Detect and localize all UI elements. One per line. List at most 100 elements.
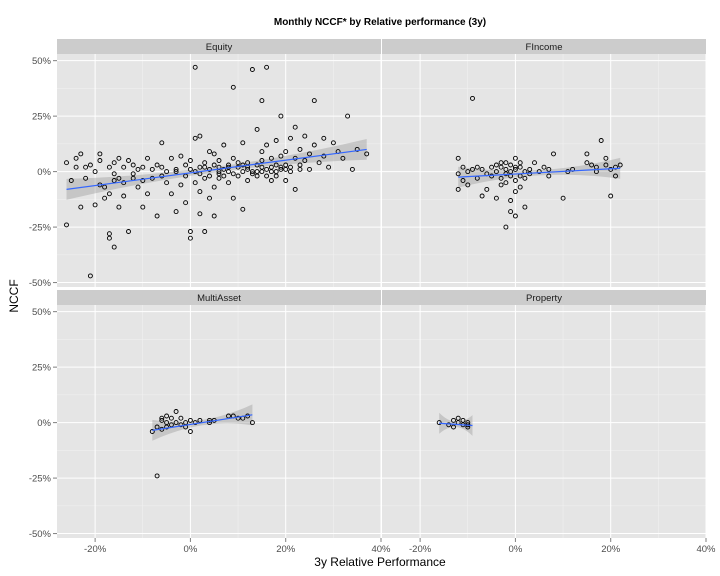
- data-point: [64, 222, 69, 228]
- data-point: [149, 166, 155, 172]
- data-point: [259, 98, 265, 104]
- data-point: [493, 169, 499, 175]
- data-point: [330, 140, 336, 146]
- data-point: [354, 146, 360, 152]
- data-point: [498, 175, 504, 181]
- data-point: [283, 178, 289, 183]
- data-point: [517, 160, 523, 166]
- data-point: [273, 173, 279, 179]
- data-point: [532, 160, 537, 166]
- data-point: [460, 178, 466, 183]
- data-point: [126, 158, 131, 163]
- data-point: [154, 162, 160, 168]
- y-tick-label: -25%: [29, 223, 52, 234]
- facet-strip: [57, 39, 381, 54]
- data-point: [311, 142, 317, 148]
- data-point: [173, 209, 179, 215]
- data-point: [226, 180, 231, 186]
- x-tick-label: 20%: [601, 544, 621, 555]
- data-point: [173, 169, 179, 175]
- data-point: [512, 155, 518, 161]
- data-point: [97, 151, 103, 157]
- data-point: [106, 231, 112, 237]
- data-point: [211, 162, 217, 168]
- data-point: [484, 186, 490, 192]
- data-point: [73, 155, 79, 161]
- data-point: [455, 155, 461, 161]
- panel-contents: [57, 54, 381, 287]
- facet-panel-fincome: FIncome: [382, 39, 706, 287]
- data-point: [235, 160, 241, 166]
- data-point: [154, 473, 160, 479]
- data-point: [264, 142, 270, 148]
- data-point: [584, 160, 590, 166]
- data-point: [249, 171, 255, 177]
- data-point: [264, 64, 270, 70]
- data-point: [211, 151, 217, 157]
- facet-strip-label: Equity: [206, 42, 233, 53]
- data-point: [288, 169, 293, 175]
- data-point: [479, 166, 485, 172]
- data-point: [493, 162, 499, 168]
- data-point: [207, 420, 212, 426]
- data-point: [192, 420, 198, 426]
- y-tick-label: 50%: [32, 307, 52, 318]
- facet-strip-label: FIncome: [526, 42, 563, 53]
- y-tick-label: -25%: [29, 474, 52, 485]
- facet-strip-label: Property: [526, 293, 562, 304]
- data-point: [522, 175, 528, 181]
- data-point: [168, 422, 174, 428]
- data-point: [436, 420, 442, 426]
- data-point: [240, 162, 246, 168]
- data-point: [83, 175, 89, 181]
- panel-background: [57, 54, 381, 287]
- data-point: [207, 149, 212, 155]
- data-point: [140, 204, 146, 210]
- data-point: [102, 195, 108, 201]
- data-point: [589, 162, 595, 168]
- data-point: [78, 204, 84, 210]
- data-point: [121, 180, 127, 186]
- data-point: [173, 409, 179, 414]
- data-point: [302, 158, 308, 163]
- data-point: [187, 235, 193, 241]
- data-point: [321, 135, 327, 141]
- data-point: [364, 151, 370, 157]
- data-point: [202, 164, 208, 170]
- data-point: [178, 415, 184, 421]
- data-point: [508, 169, 514, 175]
- data-point: [240, 169, 246, 175]
- data-point: [245, 166, 251, 172]
- data-point: [512, 178, 518, 183]
- data-point: [489, 164, 495, 170]
- data-point: [197, 164, 203, 170]
- data-point: [111, 244, 117, 250]
- data-point: [503, 171, 509, 177]
- data-point: [254, 126, 260, 132]
- data-point: [207, 195, 212, 201]
- data-point: [106, 191, 112, 197]
- data-point: [197, 189, 203, 195]
- data-point: [259, 164, 265, 170]
- data-point: [207, 417, 212, 423]
- data-point: [321, 153, 327, 159]
- data-point: [216, 158, 222, 163]
- data-point: [617, 162, 623, 168]
- data-point: [192, 135, 198, 141]
- data-point: [145, 155, 150, 161]
- panel-contents: [57, 305, 381, 538]
- y-tick-label: -50%: [29, 529, 52, 540]
- facet-panel-multiasset: MultiAsset -50% -25% 0% 25% 50% -20% 0% 20% 40%: [29, 290, 391, 555]
- regression-line: [439, 422, 473, 427]
- data-point: [254, 169, 260, 175]
- data-point: [207, 166, 212, 172]
- data-point: [560, 195, 566, 201]
- data-point: [249, 67, 255, 72]
- data-point: [512, 166, 518, 172]
- data-point: [159, 415, 165, 421]
- data-point: [154, 213, 160, 219]
- data-point: [512, 164, 518, 170]
- data-point: [503, 180, 509, 186]
- data-point: [202, 160, 208, 166]
- y-tick-label: 25%: [32, 112, 52, 123]
